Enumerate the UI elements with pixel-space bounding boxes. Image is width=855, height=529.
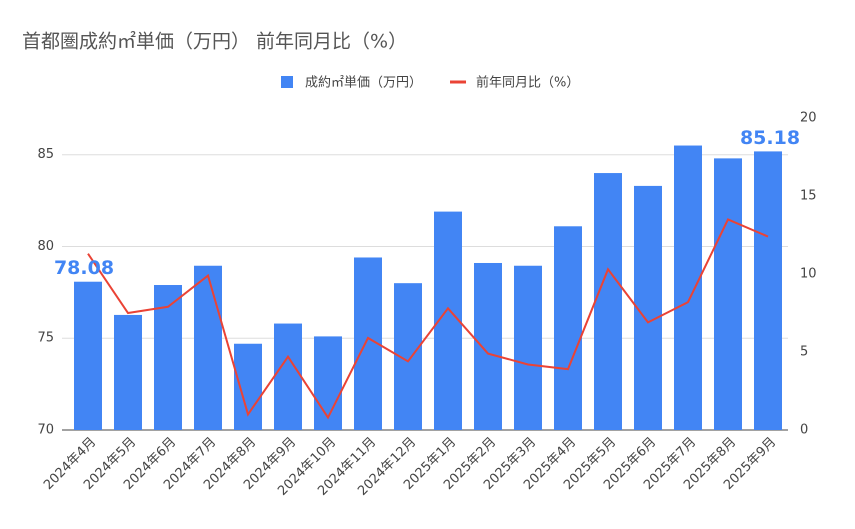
- y-tick-label: 80: [37, 239, 54, 254]
- value-label: 85.18: [740, 127, 800, 149]
- legend-label: 前年同月比（%）: [476, 75, 579, 91]
- bar: [754, 151, 782, 431]
- bar: [714, 158, 742, 430]
- bar: [634, 185, 662, 430]
- y-tick-label: 85: [37, 147, 54, 162]
- bar: [514, 265, 542, 430]
- bar: [274, 323, 302, 430]
- bar: [674, 145, 702, 430]
- legend-label: 成約㎡単価（万円）: [305, 75, 422, 91]
- y-tick-label: 75: [37, 331, 54, 346]
- bar: [594, 173, 622, 430]
- bar: [114, 314, 142, 430]
- legend-swatch: [281, 76, 293, 88]
- bar: [474, 262, 502, 430]
- chart-title: 首都圏成約㎡単価（万円） 前年同月比（%）: [22, 30, 407, 53]
- y2-tick-label: 10: [800, 267, 817, 282]
- bar: [234, 343, 262, 430]
- bar: [314, 336, 342, 430]
- y2-tick-label: 20: [800, 111, 817, 126]
- y2-tick-label: 5: [800, 345, 808, 360]
- value-label: 78.08: [54, 257, 114, 279]
- bar: [194, 265, 222, 430]
- y-tick-label: 70: [37, 423, 54, 438]
- bar: [74, 281, 102, 430]
- y2-tick-label: 15: [800, 189, 817, 204]
- line: [87, 218, 769, 420]
- y2-tick-label: 0: [800, 423, 808, 438]
- bar: [554, 226, 582, 430]
